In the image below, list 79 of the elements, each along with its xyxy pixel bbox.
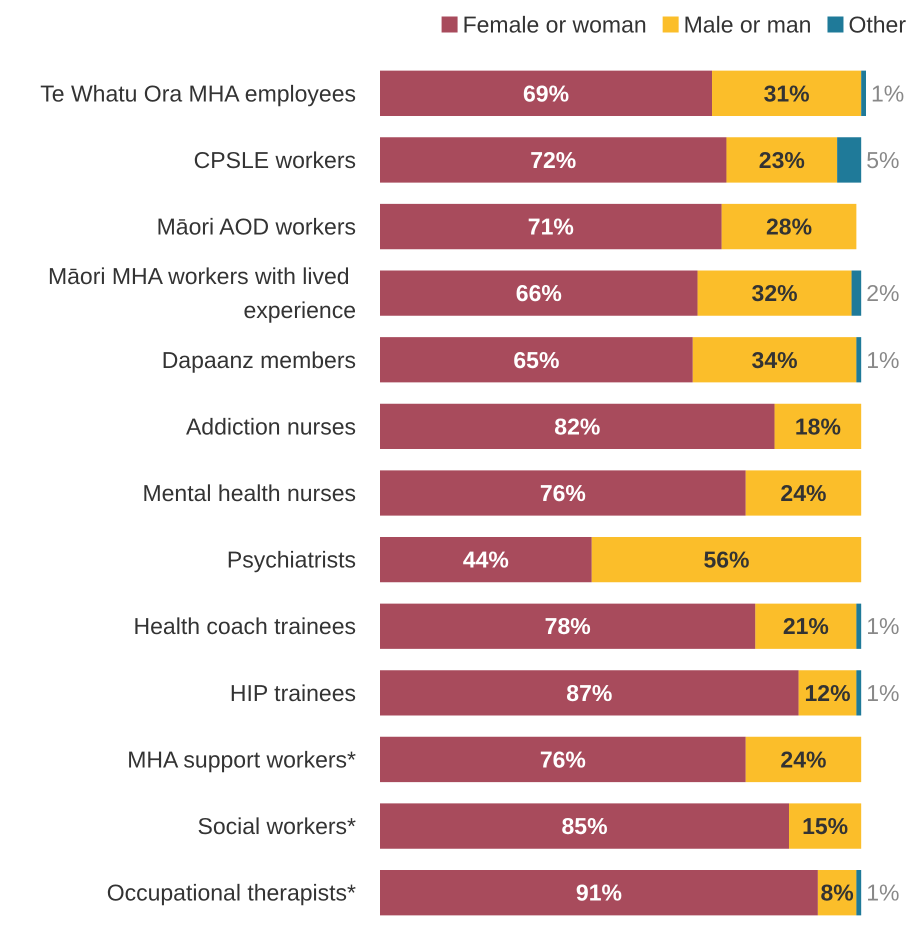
bar [380,870,818,916]
bar [380,803,790,849]
y-tick-label: Occupational therapists* [106,880,356,906]
data-label: 91% [576,880,622,906]
bar [380,70,712,116]
data-label: 18% [794,413,841,440]
data-label: 1% [866,880,900,906]
bar [856,870,862,916]
y-tick-label: Māori MHA workers with lived experience [48,263,356,324]
y-tick-label: Mental health nurses [142,480,356,506]
data-label: 28% [766,214,812,240]
bar [380,204,722,250]
y-tick-label: Addiction nurses [186,413,356,440]
data-label: 34% [752,346,798,373]
data-label: 71% [528,214,574,240]
legend-label: Other [848,12,906,38]
y-tick-label: Dapaanz members [162,346,356,373]
data-label: 69% [522,80,570,106]
bar [380,137,726,183]
bar [380,337,693,382]
bar [722,204,856,250]
data-label: 72% [530,146,576,173]
data-label: 44% [462,546,509,573]
data-label: 1% [866,346,900,373]
bar [380,470,746,516]
y-tick-label: Social workers* [198,813,356,840]
bar [746,736,862,782]
data-label: 12% [804,680,851,706]
data-label: 65% [513,346,560,373]
bar [380,270,698,316]
data-label: 1% [871,80,904,106]
bar [856,604,862,649]
bar [774,404,862,450]
bar [698,270,852,316]
y-tick-label: HIP trainees [230,680,356,706]
bar [712,70,862,116]
data-label: 76% [540,480,586,506]
data-label: 23% [758,146,805,173]
y-tick-label: Psychiatrists [226,546,356,573]
y-tick-label: Te Whatu Ora MHA employees [40,80,356,106]
data-label: 1% [866,613,900,640]
data-label: 31% [764,80,810,106]
y-tick-label: MHA support workers* [127,746,356,772]
bar [380,536,592,582]
bar [861,70,866,116]
bar [856,337,862,382]
bar [726,137,838,183]
bar [380,670,799,716]
data-label: 56% [703,546,750,573]
bar [856,670,862,716]
bar [380,404,775,450]
data-label: 24% [780,480,826,506]
data-label: 87% [566,680,612,706]
bar [380,736,746,782]
bar [380,604,756,649]
bar [692,337,856,382]
legend-label: Male or man [684,12,812,38]
bar [837,137,862,183]
data-label: 85% [561,813,608,840]
data-label: 8% [820,880,854,906]
data-label: 66% [516,280,562,306]
data-label: 82% [554,413,600,440]
data-label: 24% [780,746,826,772]
data-label: 32% [752,280,798,306]
y-tick-label: Health coach trainees [134,613,356,640]
data-label: 76% [540,746,586,772]
data-label: 2% [866,280,900,306]
y-tick-label: CPSLE workers [194,146,356,173]
bar [592,536,862,582]
data-label: 15% [802,813,848,840]
bar [746,470,862,516]
data-label: 1% [866,680,900,706]
legend-label: Female or woman [462,12,647,38]
data-label: 78% [544,613,591,640]
data-label: 21% [782,613,829,640]
bar [755,604,856,649]
data-label: 5% [866,146,900,173]
y-tick-label: Māori AOD workers [156,214,356,240]
bar [852,270,862,316]
